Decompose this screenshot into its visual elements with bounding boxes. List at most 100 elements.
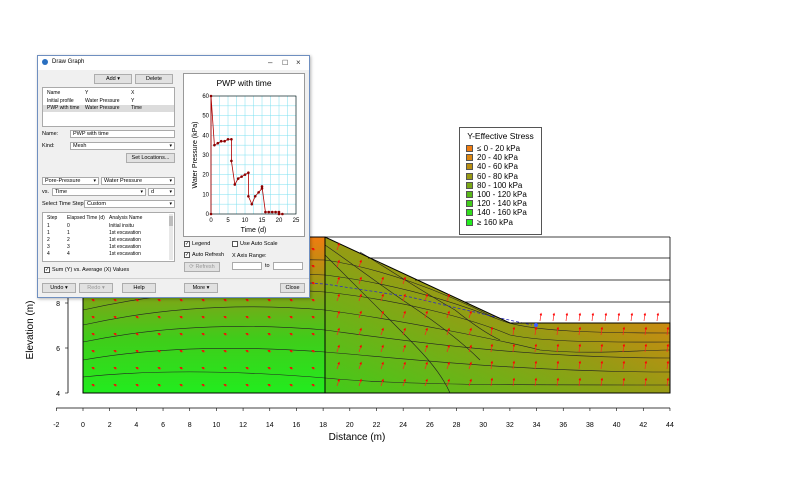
table-row[interactable]: 1 0 Initial insitu [47,223,134,229]
delete-button[interactable]: Delete [135,74,173,84]
x-variable-select[interactable]: Time ▾ [52,188,146,196]
list-item[interactable]: Initial profile Water Pressure Y [47,98,135,104]
legend-item: 80 - 100 kPa [460,181,541,190]
table-row[interactable]: 1 1 1st excavation [47,230,141,236]
auto-refresh-label: Auto Refresh [192,252,225,258]
pwp-data-point [270,210,274,214]
name-field[interactable]: PWP with time [70,130,175,138]
kind-select[interactable]: Mesh ▾ [70,142,175,150]
pwp-data-point [209,94,213,98]
list-item-selected[interactable]: PWP with time Water Pressure Time [43,105,174,112]
pwp-data-point [216,141,220,145]
undo-button[interactable]: Undo ▾ [42,283,76,293]
x-range-min-field[interactable] [232,262,262,270]
close-icon[interactable]: × [296,58,301,67]
auto-refresh-checkbox[interactable]: ✓ [184,252,190,258]
legend-item: ≥ 160 kPa [460,218,541,227]
y-category-select[interactable]: Pore-Pressure ▾ [42,177,99,185]
y-tick-label: 8 [56,301,60,308]
steps-scrollbar[interactable] [169,214,173,260]
auto-scale-checkbox[interactable] [232,241,238,247]
x-tick-label: 8 [188,422,192,429]
table-row[interactable]: 3 3 1st excavation [47,244,141,250]
pwp-data-point [230,137,233,141]
legend-swatch [466,145,473,153]
x-tick-label: 24 [399,422,407,429]
redo-button[interactable]: Redo ▾ [79,283,113,293]
set-locations-button[interactable]: Set Locations... [126,153,175,163]
pwp-data-point [257,191,260,194]
x-unit-select[interactable]: d ▾ [148,188,175,196]
close-button[interactable]: Close [280,283,305,293]
chart-y-tick: 20 [202,173,209,179]
add-button[interactable]: Add ▾ [94,74,132,84]
legend-swatch [466,218,473,226]
legend-swatch [466,191,473,199]
x-tick-label: 34 [533,422,541,429]
x-tick-label: 28 [453,422,461,429]
pwp-data-point [281,212,284,216]
pwp-data-point [226,137,230,141]
more-button[interactable]: More ▾ [184,283,218,293]
refresh-button[interactable]: ⟳ Refresh [184,262,220,272]
vs-label: vs. [42,189,50,195]
legend-item: 40 - 60 kPa [460,162,541,171]
time-steps-table[interactable]: Step Elapsed Time (d) Analysis Name 1 0 In… [42,212,175,262]
help-button[interactable]: Help [122,283,156,293]
legend-item-label: 60 - 80 kPa [477,171,518,181]
graph-location-point[interactable] [534,323,538,327]
y-variable-select[interactable]: Water Pressure ▾ [101,177,175,185]
legend-item-label: 140 - 160 kPa [477,208,527,218]
table-row[interactable]: 2 2 1st excavation [47,237,141,243]
x-tick-label: 44 [666,422,674,429]
water-table-line [259,279,533,326]
maximize-icon[interactable]: ☐ [282,60,289,67]
chart-x-label: Time (d) [241,227,267,234]
chart-title: PWP with time [216,78,271,88]
legend-item-label: ≤ 0 - 20 kPa [477,144,521,154]
x-tick-label: 0 [81,422,85,429]
chart-y-tick: 50 [202,114,209,120]
x-tick-label: 12 [239,422,247,429]
legend-swatch [466,154,473,162]
pwp-data-point [250,202,254,206]
x-tick-label: 14 [266,422,274,429]
chart-x-tick: 20 [276,218,283,224]
graph-list-header: Name Y X [47,90,135,96]
pwp-data-point [247,195,250,198]
legend-swatch [466,181,473,189]
chart-x-tick: 25 [293,218,300,224]
legend-item: 140 - 160 kPa [460,208,541,217]
legend-checkbox[interactable]: ✓ [184,241,190,247]
chart-y-tick: 10 [202,192,209,198]
legend-item-label: 20 - 40 kPa [477,153,518,163]
legend-item-label: 80 - 100 kPa [477,180,523,190]
legend-title: Y-Effective Stress [467,131,534,141]
x-tick-label: 18 [319,422,327,429]
table-row[interactable]: 4 4 1st excavation [47,251,141,257]
kind-label: Kind: [42,143,55,149]
pwp-data-point [253,195,257,198]
dialog-titlebar[interactable]: Draw Graph – ☐ × [38,56,309,70]
x-tick-label: 6 [161,422,165,429]
minimize-icon[interactable]: – [268,58,273,67]
legend-item: 60 - 80 kPa [460,172,541,181]
legend-checkbox-label: Legend [192,241,211,247]
pwp-data-point [243,173,247,176]
x-tick-label: -2 [53,422,59,429]
time-steps-select[interactable]: Custom ▾ [84,200,175,208]
pwp-data-point [277,210,281,214]
x-tick-label: 10 [213,422,221,429]
pwp-data-point [209,212,213,216]
sum-checkbox[interactable]: ✓ [44,267,50,273]
name-label: Name: [42,131,59,137]
legend-swatch [466,163,473,171]
graph-list[interactable]: Name Y X Initial profile Water Pressure … [42,87,175,127]
legend-item: ≤ 0 - 20 kPa [460,144,541,153]
sum-label: Sum (Y) vs. Average (X) Values [52,267,130,273]
y-tick-label: 4 [56,391,60,398]
stress-legend: Y-Effective Stress ≤ 0 - 20 kPa 20 - 40 k… [459,127,542,235]
x-range-max-field[interactable] [273,262,303,270]
pwp-data-point [236,177,240,180]
pwp-data-point [264,210,267,214]
